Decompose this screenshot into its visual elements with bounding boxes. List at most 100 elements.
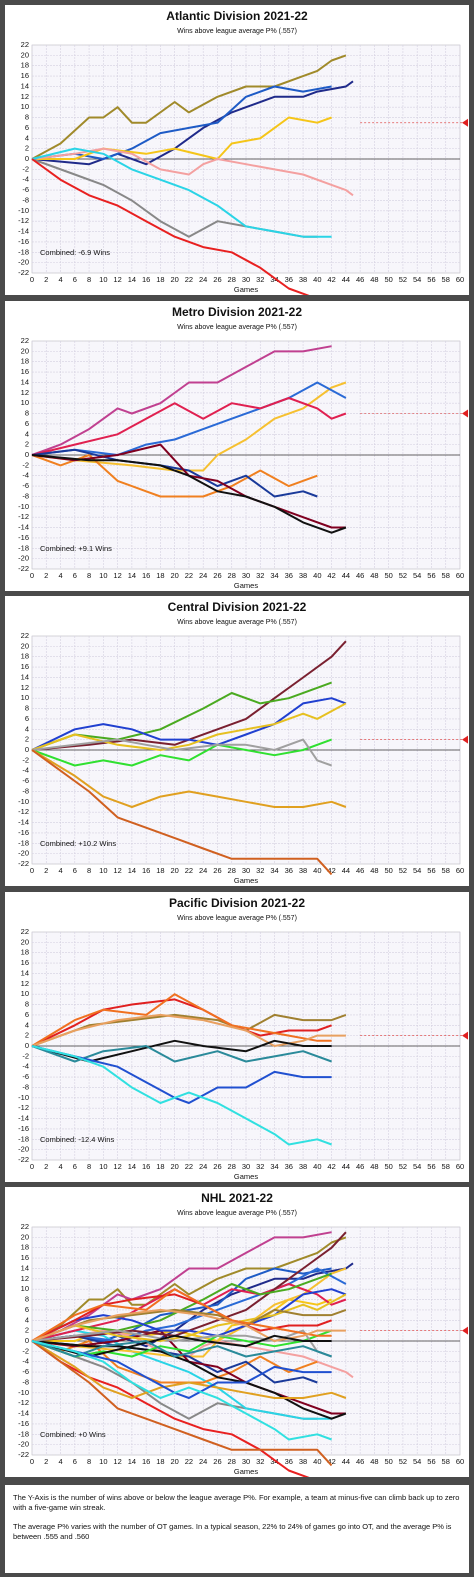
x-tick-label: 36 bbox=[285, 866, 293, 875]
y-tick-label: -20 bbox=[18, 258, 29, 267]
y-tick-label: -14 bbox=[18, 522, 29, 531]
team-line bbox=[31, 1267, 332, 1342]
y-tick-label: -4 bbox=[22, 1061, 29, 1070]
y-tick-label: -10 bbox=[18, 1092, 29, 1101]
y-tick-label: 6 bbox=[25, 418, 29, 427]
y-tick-label: 10 bbox=[21, 102, 29, 111]
x-tick-label: 46 bbox=[356, 570, 364, 579]
y-tick-label: -4 bbox=[22, 766, 29, 775]
y-tick-label: -22 bbox=[18, 563, 29, 572]
y-tick-label: -8 bbox=[22, 491, 29, 500]
x-tick-label: 12 bbox=[113, 1457, 121, 1466]
y-tick-label: -4 bbox=[22, 1357, 29, 1366]
y-tick-label: -2 bbox=[22, 164, 29, 173]
y-tick-label: 4 bbox=[25, 133, 29, 142]
y-tick-label: 20 bbox=[21, 1232, 29, 1241]
x-axis-label: Games bbox=[234, 1171, 258, 1180]
x-tick-label: 48 bbox=[370, 866, 378, 875]
team-line bbox=[31, 1288, 332, 1342]
x-tick-label: 36 bbox=[285, 1161, 293, 1170]
y-tick-label: -18 bbox=[18, 1134, 29, 1143]
team-line bbox=[31, 1340, 332, 1399]
x-tick-label: 22 bbox=[185, 1161, 193, 1170]
x-tick-label: 42 bbox=[327, 570, 335, 579]
x-tick-label: 60 bbox=[456, 570, 464, 579]
x-tick-label: 42 bbox=[327, 866, 335, 875]
x-tick-label: 10 bbox=[99, 1457, 107, 1466]
x-tick-label: 0 bbox=[30, 570, 34, 579]
y-tick-label: -12 bbox=[18, 512, 29, 521]
team-line bbox=[31, 1283, 347, 1342]
x-tick-label: 60 bbox=[456, 866, 464, 875]
reference-arrow bbox=[462, 409, 468, 418]
y-tick-label: 0 bbox=[25, 1336, 29, 1345]
x-tick-label: 18 bbox=[156, 275, 164, 284]
chart-panel: Pacific Division 2021-22 Wins above leagu… bbox=[5, 891, 469, 1182]
team-line bbox=[31, 1039, 332, 1062]
x-tick-label: 28 bbox=[228, 1457, 236, 1466]
y-tick-label: 16 bbox=[21, 367, 29, 376]
x-tick-label: 8 bbox=[87, 866, 91, 875]
y-tick-label: -16 bbox=[18, 828, 29, 837]
x-tick-label: 32 bbox=[256, 1457, 264, 1466]
team-line bbox=[31, 681, 332, 751]
y-tick-label: 20 bbox=[21, 346, 29, 355]
y-tick-label: 16 bbox=[21, 1253, 29, 1262]
x-tick-label: 54 bbox=[413, 570, 421, 579]
y-tick-label: -22 bbox=[18, 1154, 29, 1163]
x-tick-label: 16 bbox=[142, 1161, 150, 1170]
x-tick-label: 26 bbox=[213, 866, 221, 875]
combined-annotation: Combined: +0 Wins bbox=[40, 1430, 106, 1439]
x-tick-label: 44 bbox=[342, 275, 350, 284]
y-tick-label: 22 bbox=[21, 926, 29, 935]
x-tick-label: 58 bbox=[442, 570, 450, 579]
x-tick-label: 0 bbox=[30, 275, 34, 284]
y-tick-label: 0 bbox=[25, 449, 29, 458]
reference-arrow bbox=[462, 1031, 468, 1040]
x-tick-label: 10 bbox=[99, 866, 107, 875]
chart: Central Division 2021-22 Wins above leagu… bbox=[18, 600, 468, 885]
x-tick-label: 32 bbox=[256, 866, 264, 875]
y-tick-label: 6 bbox=[25, 123, 29, 132]
y-tick-label: 12 bbox=[21, 387, 29, 396]
x-tick-label: 52 bbox=[399, 570, 407, 579]
chart-panel: Central Division 2021-22 Wins above leagu… bbox=[5, 596, 469, 886]
x-tick-label: 12 bbox=[113, 866, 121, 875]
team-line bbox=[31, 344, 332, 456]
y-tick-label: -22 bbox=[18, 1450, 29, 1459]
x-tick-label: 56 bbox=[427, 866, 435, 875]
x-tick-label: 22 bbox=[185, 866, 193, 875]
team-line bbox=[31, 1340, 332, 1358]
chart-subtitle: Wins above league average P% (.557) bbox=[177, 914, 297, 921]
team-line bbox=[31, 1340, 333, 1467]
y-tick-label: -20 bbox=[18, 1440, 29, 1449]
y-tick-label: 6 bbox=[25, 1009, 29, 1018]
x-tick-label: 22 bbox=[185, 1457, 193, 1466]
x-tick-label: 4 bbox=[58, 275, 62, 284]
y-tick-label: 14 bbox=[21, 672, 29, 681]
y-tick-label: 6 bbox=[25, 714, 29, 723]
y-tick-label: -16 bbox=[18, 532, 29, 541]
combined-annotation: Combined: -12.4 Wins bbox=[40, 1134, 114, 1143]
x-tick-label: 18 bbox=[156, 1457, 164, 1466]
x-tick-label: 18 bbox=[156, 1161, 164, 1170]
x-tick-label: 60 bbox=[456, 1457, 464, 1466]
x-tick-label: 58 bbox=[442, 1161, 450, 1170]
x-tick-label: 52 bbox=[399, 1161, 407, 1170]
x-tick-label: 8 bbox=[87, 275, 91, 284]
x-tick-label: 50 bbox=[384, 1457, 392, 1466]
team-line bbox=[31, 1044, 332, 1062]
x-tick-label: 20 bbox=[170, 866, 178, 875]
x-tick-label: 34 bbox=[270, 866, 278, 875]
team-line bbox=[31, 381, 347, 471]
chart: Metro Division 2021-22 Wins above league … bbox=[18, 305, 468, 589]
team-line bbox=[31, 381, 347, 456]
y-tick-label: -6 bbox=[22, 776, 29, 785]
team-line bbox=[31, 1236, 347, 1342]
x-tick-label: 24 bbox=[199, 866, 207, 875]
y-tick-label: 14 bbox=[21, 968, 29, 977]
y-tick-label: 8 bbox=[25, 999, 29, 1008]
x-tick-label: 54 bbox=[413, 1161, 421, 1170]
chart-title: NHL 2021-22 bbox=[201, 1191, 273, 1205]
y-tick-label: 18 bbox=[21, 1243, 29, 1252]
